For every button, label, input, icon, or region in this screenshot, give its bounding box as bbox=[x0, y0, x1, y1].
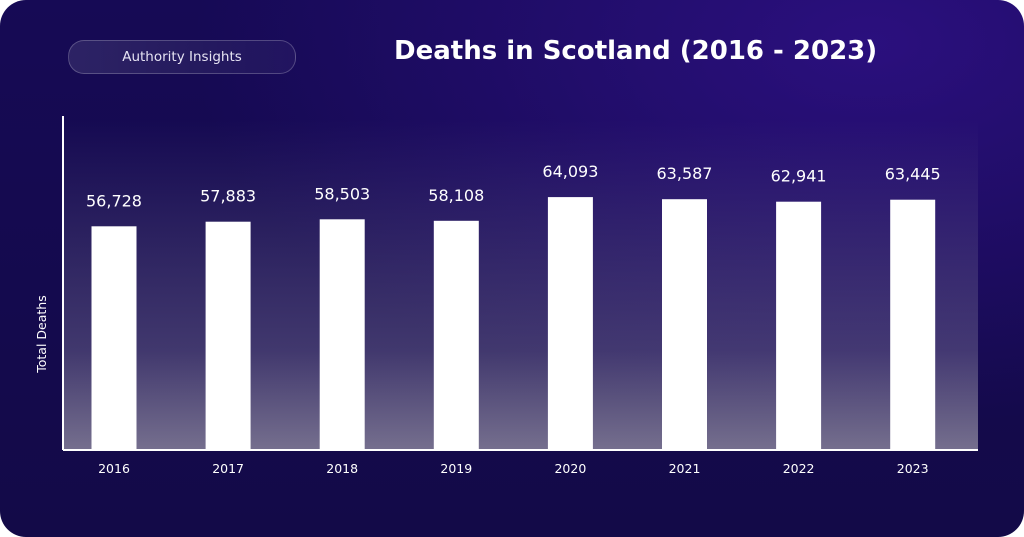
x-tick-label-2023: 2023 bbox=[897, 461, 929, 476]
value-labels-group: 56,728 57,883 58,503 58,108 64,093 63,587 62,9… bbox=[86, 162, 941, 210]
x-tick-label-2018: 2018 bbox=[326, 461, 358, 476]
value-label-2019: 58,108 bbox=[428, 186, 484, 205]
bar-2022 bbox=[776, 201, 822, 450]
value-label-2018: 58,503 bbox=[314, 184, 370, 203]
bars-group bbox=[91, 197, 936, 450]
value-label-2022: 62,941 bbox=[771, 167, 827, 186]
x-tick-label-2016: 2016 bbox=[98, 461, 130, 476]
x-tick-label-2019: 2019 bbox=[440, 461, 472, 476]
y-axis-label: Total Deaths bbox=[34, 295, 49, 373]
value-label-2023: 63,445 bbox=[885, 165, 941, 184]
x-tick-label-2021: 2021 bbox=[669, 461, 701, 476]
chart-title: Deaths in Scotland (2016 - 2023) bbox=[394, 36, 878, 66]
bar-2018 bbox=[319, 219, 365, 450]
bar-2017 bbox=[205, 221, 251, 450]
x-tick-label-2020: 2020 bbox=[554, 461, 586, 476]
authority-insights-badge[interactable]: Authority Insights bbox=[68, 40, 296, 74]
x-tick-label-2022: 2022 bbox=[783, 461, 815, 476]
x-tick-labels-group: 2016 2017 2018 2019 2020 2021 2022 2023 bbox=[98, 461, 929, 476]
bar-2016 bbox=[91, 226, 137, 450]
bar-2020 bbox=[547, 197, 593, 450]
value-label-2016: 56,728 bbox=[86, 191, 142, 210]
x-tick-label-2017: 2017 bbox=[212, 461, 244, 476]
value-label-2021: 63,587 bbox=[657, 164, 713, 183]
bar-2021 bbox=[662, 199, 707, 450]
bar-2023 bbox=[890, 199, 936, 450]
value-label-2020: 64,093 bbox=[542, 162, 598, 181]
value-label-2017: 57,883 bbox=[200, 187, 256, 206]
bar-2019 bbox=[433, 220, 479, 450]
